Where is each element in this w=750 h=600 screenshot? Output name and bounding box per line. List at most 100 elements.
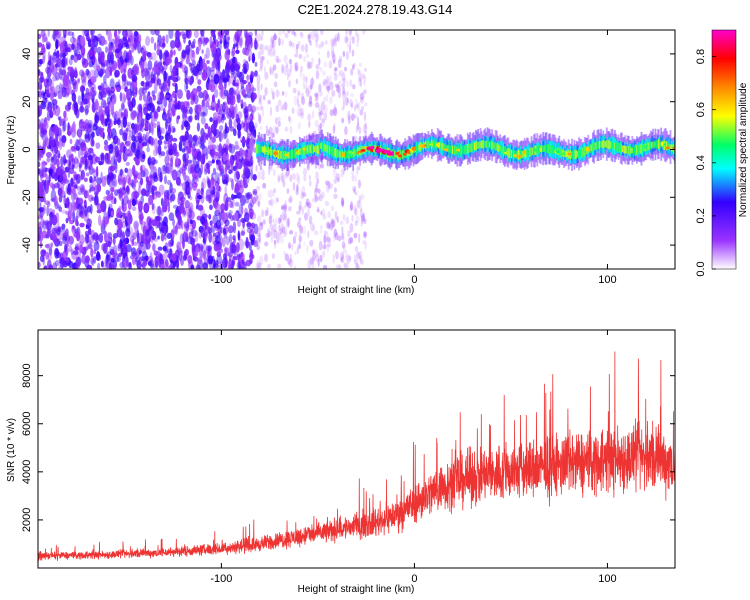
heatmap-cell: [118, 108, 123, 119]
heatmap-cell: [265, 233, 270, 238]
heatmap-cell: [255, 225, 259, 231]
heatmap-cell: [351, 151, 355, 155]
heatmap-cell: [469, 143, 471, 153]
heatmap-cell: [208, 214, 212, 220]
heatmap-cell: [92, 168, 96, 174]
heatmap-cell: [279, 235, 284, 244]
heatmap-cell: [237, 34, 243, 46]
heatmap-cell: [259, 125, 263, 131]
heatmap-cell: [218, 158, 221, 171]
heatmap-cell: [666, 141, 668, 151]
heatmap-cell: [193, 94, 199, 105]
heatmap-cell: [317, 206, 320, 212]
heatmap-cell: [319, 155, 324, 161]
heatmap-cell: [280, 151, 283, 159]
heatmap-cell: [137, 112, 142, 122]
heatmap-cell: [363, 80, 366, 86]
heatmap-cell: [90, 247, 94, 258]
heatmap-cell: [303, 56, 306, 63]
heatmap-cell: [176, 221, 182, 230]
heatmap-cell: [333, 104, 337, 115]
heatmap-cell: [133, 30, 139, 37]
heatmap-cell: [358, 77, 362, 82]
heatmap-cell: [222, 152, 227, 162]
heatmap-cell: [114, 217, 119, 226]
heatmap-cell: [237, 219, 241, 228]
heatmap-cell: [67, 122, 70, 131]
heatmap-cell: [232, 221, 237, 234]
heatmap-cell: [214, 51, 220, 61]
heatmap-cell: [325, 221, 331, 230]
heatmap-cell: [268, 161, 273, 170]
heatmap-cell: [345, 36, 348, 44]
heatmap-cell: [268, 215, 273, 225]
heatmap-cell: [165, 87, 169, 96]
heatmap-cell: [337, 235, 342, 242]
heatmap-cell: [308, 133, 313, 141]
heatmap-cell: [269, 224, 274, 230]
heatmap-cell: [101, 176, 107, 187]
heatmap-cell: [96, 65, 101, 72]
heatmap-cell: [104, 153, 108, 165]
heatmap-cell: [58, 166, 62, 176]
heatmap-cell: [336, 216, 339, 223]
heatmap-cell: [185, 121, 191, 131]
heatmap-cell: [355, 215, 360, 224]
heatmap-cell: [228, 253, 232, 262]
heatmap-cell: [258, 145, 261, 153]
heatmap-cell: [244, 160, 250, 166]
heatmap-cell: [259, 60, 264, 69]
heatmap-cell: [356, 165, 359, 176]
heatmap-cell: [169, 134, 173, 142]
heatmap-cell: [201, 150, 206, 155]
heatmap-cell: [273, 32, 277, 41]
heatmap-cell: [206, 66, 211, 79]
heatmap-cell: [363, 123, 368, 134]
heatmap-cell: [242, 79, 247, 85]
heatmap-cell: [204, 54, 208, 60]
heatmap-cell: [318, 141, 321, 150]
heatmap-cell: [140, 80, 145, 87]
heatmap-cell: [85, 68, 90, 76]
heatmap-cell: [302, 146, 305, 155]
heatmap-cell: [60, 156, 64, 168]
heatmap-cell: [362, 215, 365, 222]
heatmap-cell: [298, 135, 301, 140]
heatmap-cell: [112, 149, 117, 159]
heatmap-cell: [314, 249, 319, 258]
x-tick-label: 0: [411, 274, 417, 286]
heatmap-cell: [154, 255, 160, 267]
heatmap-cell: [255, 164, 258, 172]
heatmap-cell: [573, 149, 576, 160]
heatmap-cell: [159, 65, 164, 72]
heatmap-cell: [161, 205, 168, 213]
heatmap-cell: [178, 140, 183, 152]
heatmap-cell: [172, 127, 176, 133]
heatmap-cell: [68, 260, 74, 269]
heatmap-cell: [356, 38, 360, 48]
heatmap-cell: [317, 178, 320, 184]
heatmap-cell: [172, 137, 178, 142]
heatmap-cell: [146, 146, 150, 153]
heatmap-cell: [40, 30, 46, 38]
heatmap-cell: [181, 220, 184, 230]
heatmap-cell: [500, 145, 503, 154]
heatmap-cell: [149, 179, 153, 187]
heatmap-cell: [341, 200, 345, 206]
heatmap-cell: [510, 149, 513, 159]
heatmap-cell: [517, 150, 520, 160]
heatmap-cell: [120, 187, 127, 196]
heatmap-cell: [81, 70, 85, 78]
heatmap-cell: [240, 139, 247, 144]
heatmap-cell: [234, 140, 239, 150]
heatmap-cell: [92, 140, 95, 147]
heatmap-cell: [313, 30, 318, 38]
heatmap-cell: [135, 124, 138, 136]
heatmap-cell: [53, 30, 59, 36]
heatmap-cell: [194, 164, 200, 174]
heatmap-cell: [81, 254, 87, 264]
heatmap-cell: [168, 212, 175, 222]
heatmap-cell: [619, 144, 622, 152]
heatmap-cell: [110, 44, 114, 54]
